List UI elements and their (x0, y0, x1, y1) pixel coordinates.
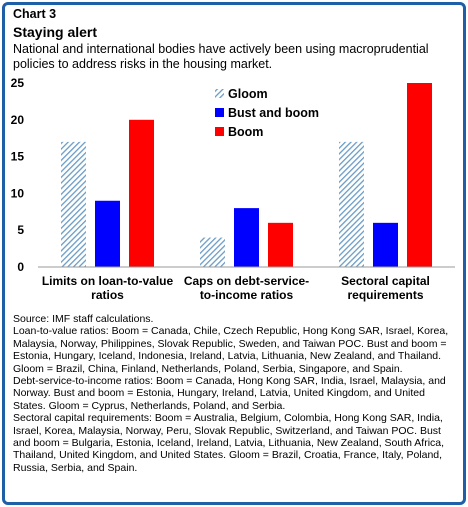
bar-chart: 0 5 10 15 20 25 Limits on loan-to-value ratios… (11, 76, 455, 302)
note-loan-to-value: Loan-to-value ratios: Boom = Canada, Chi… (13, 325, 449, 375)
y-tick-label: 25 (11, 76, 25, 90)
bar-boom (268, 222, 293, 267)
bar-gloom (200, 237, 225, 267)
chart-subtitle: National and international bodies have a… (13, 42, 429, 71)
bar-gloom (61, 141, 86, 267)
bar-boom (129, 119, 154, 267)
legend-boom-swatch (215, 127, 224, 136)
legend-boom-label: Boom (228, 125, 263, 139)
x-axis: Limits on loan-to-value ratios Caps on deb… (42, 274, 430, 302)
chart-number: Chart 3 (13, 7, 57, 21)
bar-gloom (339, 141, 364, 267)
category-label: Sectoral capital requirements (341, 274, 430, 302)
y-axis: 0 5 10 15 20 25 (11, 76, 25, 274)
legend-bust-and-boom-swatch (215, 108, 224, 117)
category-label: Limits on loan-to-value ratios (42, 274, 174, 302)
note-sectoral-capital: Sectoral capital requirements: Boom = Au… (13, 412, 445, 474)
bar-bust-and-boom (234, 208, 259, 267)
y-tick-label: 0 (17, 260, 24, 274)
chart-notes: Source: IMF staff calculations. Loan-to-… (13, 313, 455, 474)
bar-bust-and-boom (95, 200, 120, 267)
y-tick-label: 15 (11, 150, 25, 164)
bars (61, 83, 432, 267)
legend-bust-and-boom-label: Bust and boom (228, 106, 319, 120)
y-tick-label: 5 (17, 223, 24, 237)
y-tick-label: 10 (11, 186, 25, 200)
chart-title: Staying alert (13, 24, 98, 40)
note-debt-service: Debt-service-to-income ratios: Boom = Ca… (13, 375, 446, 412)
source-note: Source: IMF staff calculations. (13, 313, 154, 325)
legend-gloom-swatch (215, 89, 224, 98)
legend-gloom-label: Gloom (228, 87, 268, 101)
y-tick-label: 20 (11, 113, 25, 127)
category-label: Caps on debt-service-to-income ratios (184, 274, 309, 302)
bar-boom (407, 83, 432, 267)
legend: Gloom Bust and boom Boom (215, 87, 319, 139)
bar-bust-and-boom (373, 222, 398, 267)
